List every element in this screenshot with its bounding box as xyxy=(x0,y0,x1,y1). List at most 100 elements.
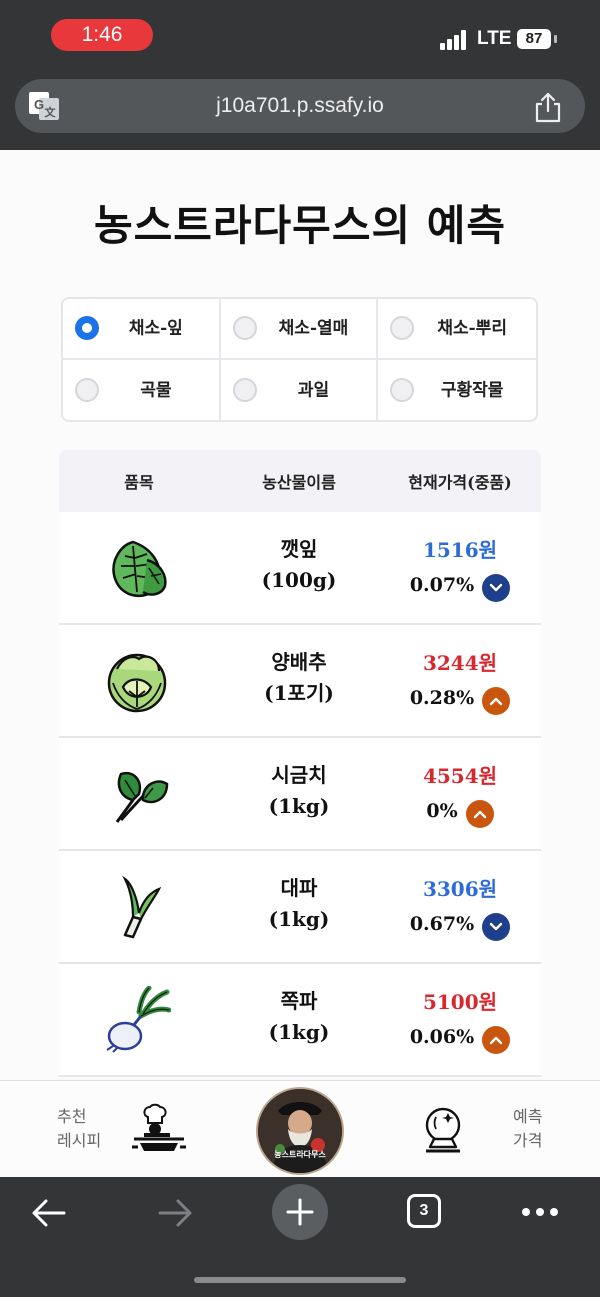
nav-recipe-line1: 추천 xyxy=(57,1109,87,1126)
current-price: 3306원 xyxy=(422,877,498,901)
nav-prediction-line1: 예측 xyxy=(513,1109,543,1126)
price-change: 0% xyxy=(379,794,541,828)
nav-prediction-label[interactable]: 예측 가격 xyxy=(513,1106,542,1154)
product-name: 쪽파 (1kg) xyxy=(219,986,379,1048)
back-arrow-icon[interactable] xyxy=(30,1197,68,1229)
radio-button-checked[interactable] xyxy=(75,316,99,341)
home-logo-button[interactable]: 농스트라다무스 xyxy=(256,1087,344,1175)
table-row[interactable]: 대파 (1kg) 3306원 0.67% xyxy=(59,851,541,964)
product-unit: (1kg) xyxy=(268,794,330,818)
price-change: 0.67% xyxy=(379,907,541,941)
chef-icon[interactable] xyxy=(130,1103,188,1155)
svg-text:文: 文 xyxy=(45,105,57,119)
product-name-text: 쪽파 xyxy=(280,989,318,1013)
change-percent: 0.07% xyxy=(409,574,475,596)
cabbage-icon xyxy=(107,653,167,713)
home-indicator xyxy=(194,1277,406,1283)
category-option-fruit-veg[interactable]: 채소-열매 xyxy=(220,299,379,360)
table-row[interactable]: 양배추 (1포기) 3244원 0.28% xyxy=(59,625,541,738)
page-title: 농스트라다무스의 예측 xyxy=(93,201,507,250)
radio-button[interactable] xyxy=(232,316,257,341)
category-option-grain[interactable]: 곡물 xyxy=(63,359,221,420)
network-label: LTE xyxy=(477,28,512,49)
current-price: 1516원 xyxy=(422,538,498,562)
product-name-text: 양배추 xyxy=(271,650,327,674)
column-header-name: 농산물이름 xyxy=(262,473,336,492)
change-percent: 0.28% xyxy=(409,687,475,709)
more-options-icon[interactable] xyxy=(521,1207,559,1217)
product-name: 깻잎 (100g) xyxy=(219,534,379,596)
chevron-up-icon xyxy=(465,800,494,828)
price-change: 0.07% xyxy=(379,568,541,602)
product-name-text: 깻잎 xyxy=(280,537,318,561)
product-unit: (100g) xyxy=(261,568,337,592)
status-time: 1:46 xyxy=(51,19,153,51)
battery-level: 87 xyxy=(517,29,551,49)
product-name: 대파 (1kg) xyxy=(219,873,379,935)
product-unit: (1kg) xyxy=(268,1020,330,1044)
browser-toolbar: 3 xyxy=(0,1177,600,1297)
new-tab-plus-icon[interactable] xyxy=(272,1184,328,1240)
chevron-up-icon xyxy=(482,687,511,715)
browser-address-area: G 文 j10a701.p.ssafy.io xyxy=(0,70,600,150)
price-change: 0.28% xyxy=(379,681,541,715)
address-bar[interactable]: G 文 j10a701.p.ssafy.io xyxy=(15,79,585,133)
nav-prediction-line2: 가격 xyxy=(513,1133,543,1150)
category-option-root[interactable]: 채소-뿌리 xyxy=(378,299,536,360)
change-percent: 0% xyxy=(426,800,458,822)
category-label: 과일 xyxy=(297,380,330,401)
status-bar: 1:46 LTE 87 xyxy=(0,0,600,70)
price-change: 0.06% xyxy=(379,1020,541,1054)
page-content: 농스트라다무스의 예측 채소-잎 채소-열매 채소-뿌리 곡물 과일 구황작물 xyxy=(0,150,600,1080)
product-name: 시금치 (1kg) xyxy=(219,760,379,822)
nav-recipe-line2: 레시피 xyxy=(57,1133,102,1150)
bottom-nav: 추천 레시피 농스트라다무스 예측 가격 xyxy=(0,1080,600,1178)
product-name-text: 시금치 xyxy=(271,763,327,787)
leek-icon xyxy=(122,875,162,939)
change-percent: 0.67% xyxy=(409,913,475,935)
translate-icon[interactable]: G 文 xyxy=(28,90,60,122)
logo-text: 농스트라다무스 xyxy=(274,1150,326,1159)
category-label: 채소-잎 xyxy=(128,318,183,339)
radio-button[interactable] xyxy=(390,316,415,341)
table-row[interactable]: 시금치 (1kg) 4554원 0% xyxy=(59,738,541,851)
product-name-text: 대파 xyxy=(280,876,318,900)
category-option-leaf[interactable]: 채소-잎 xyxy=(63,299,221,360)
category-option-fruit[interactable]: 과일 xyxy=(221,359,379,420)
url-text[interactable]: j10a701.p.ssafy.io xyxy=(216,94,384,117)
share-icon[interactable] xyxy=(533,91,563,123)
chevron-down-icon xyxy=(482,913,511,941)
radio-button[interactable] xyxy=(390,377,415,402)
svg-text:G: G xyxy=(34,97,44,112)
product-unit: (1kg) xyxy=(268,907,330,931)
radio-button[interactable] xyxy=(75,377,99,402)
product-unit: (1포기) xyxy=(264,681,334,705)
category-label: 곡물 xyxy=(140,380,172,401)
nav-recipe-label[interactable]: 추천 레시피 xyxy=(57,1106,101,1154)
category-option-famine-crop[interactable]: 구황작물 xyxy=(378,360,536,421)
table-header: 품목 농산물이름 현재가격(중품) xyxy=(59,450,541,512)
column-header-item: 품목 xyxy=(124,473,154,492)
table-row[interactable]: 깻잎 (100g) 1516원 0.07% xyxy=(59,512,541,625)
category-radio-group: 채소-잎 채소-열매 채소-뿌리 곡물 과일 구황작물 xyxy=(61,297,538,422)
change-percent: 0.06% xyxy=(409,1026,475,1048)
category-label: 채소-열매 xyxy=(278,318,349,339)
chevron-down-icon xyxy=(482,574,511,602)
tab-switcher-button[interactable]: 3 xyxy=(407,1194,441,1228)
table-row[interactable]: 쪽파 (1kg) 5100원 0.06% xyxy=(59,964,541,1077)
signal-icon xyxy=(440,30,470,50)
radio-button[interactable] xyxy=(232,377,257,402)
nostradamus-portrait-icon xyxy=(258,1089,342,1173)
current-price: 5100원 xyxy=(422,990,498,1014)
category-label: 채소-뿌리 xyxy=(437,318,507,339)
battery-icon: 87 xyxy=(517,29,557,51)
current-price: 3244원 xyxy=(422,651,498,675)
forward-arrow-icon[interactable] xyxy=(156,1197,194,1229)
category-label: 구황작물 xyxy=(440,380,504,401)
current-price: 4554원 xyxy=(422,764,498,788)
crystal-ball-icon[interactable] xyxy=(418,1103,468,1155)
product-name: 양배추 (1포기) xyxy=(219,647,379,709)
scallion-icon xyxy=(106,986,171,1053)
price-table: 품목 농산물이름 현재가격(중품) 깻잎 (100g) 1516원 0.07% xyxy=(59,450,541,1077)
spinach-icon xyxy=(115,771,169,823)
